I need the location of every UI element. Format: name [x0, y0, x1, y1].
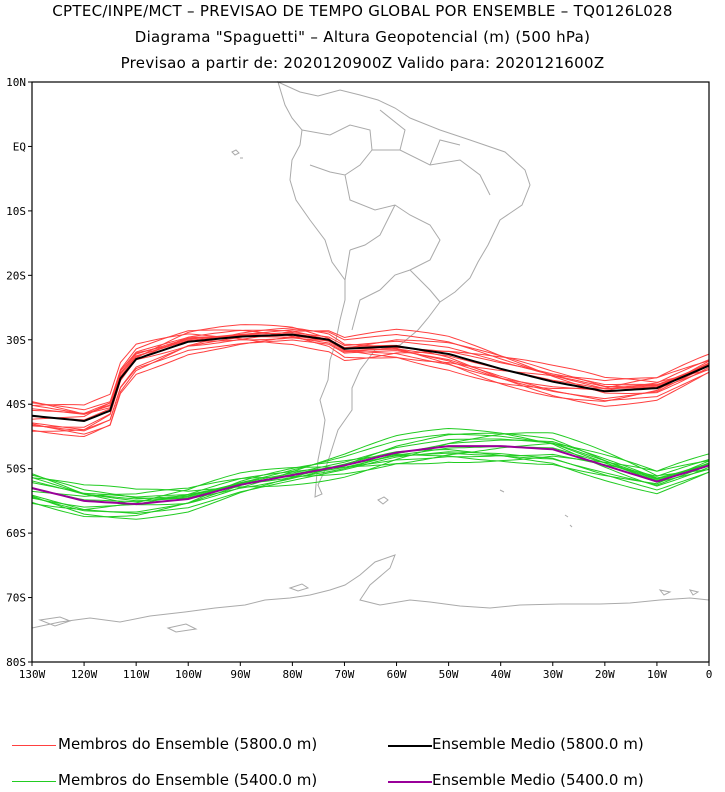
lat-label: 30S	[6, 334, 26, 347]
lon-label: 120W	[71, 668, 98, 681]
ensemble-member-line	[31, 327, 710, 438]
ensemble-member-line	[31, 333, 710, 432]
legend-label-mean-5800: Ensemble Medio (5800.0 m)	[432, 735, 644, 753]
latitude-axis: 10N EQ 10S 20S 30S 40S 50S 60S 70S 80S	[6, 76, 32, 669]
lat-label: 80S	[6, 656, 26, 669]
title-line-1: CPTEC/INPE/MCT – PREVISAO DE TEMPO GLOBA…	[52, 2, 673, 20]
ensemble-member-line	[31, 329, 710, 428]
title-line-3: Previsao a partir de: 2020120900Z Valido…	[120, 54, 605, 72]
lon-label: 50W	[439, 668, 459, 681]
lat-label: 10S	[6, 205, 26, 218]
lon-label: 90W	[230, 668, 250, 681]
legend-label-members-5800: Membros do Ensemble (5800.0 m)	[58, 735, 318, 753]
ensemble-member-line	[31, 452, 710, 513]
ensemble-member-line	[31, 432, 710, 500]
lon-label: 0	[706, 668, 713, 681]
ensemble-member-line	[31, 337, 710, 411]
lon-label: 60W	[387, 668, 407, 681]
ensemble-member-line	[31, 432, 710, 492]
antarctic-islands	[38, 489, 700, 633]
falklands	[377, 496, 389, 505]
ensemble-mean-line	[31, 445, 710, 506]
south-america-coast	[277, 81, 531, 498]
longitude-axis: 130W 120W 110W 100W 90W 80W 70W 60W 50W 40W 30W 20W…	[19, 662, 713, 681]
antarctica-coast	[31, 554, 710, 629]
title-line-2: Diagrama "Spaguetti" – Altura Geopotenci…	[134, 28, 591, 46]
lat-label: 60S	[6, 527, 26, 540]
legend-swatch-mean-5800	[388, 745, 432, 747]
coastline-layer	[31, 81, 710, 633]
ensemble-member-line	[31, 335, 710, 414]
lon-label: 70W	[335, 668, 355, 681]
galapagos	[231, 149, 243, 159]
legend-label-mean-5400: Ensemble Medio (5400.0 m)	[432, 771, 644, 789]
lat-label: 40S	[6, 398, 26, 411]
lat-label: 20S	[6, 269, 26, 282]
lon-label: 80W	[282, 668, 302, 681]
map-frame	[31, 81, 710, 663]
lat-label: 70S	[6, 592, 26, 605]
lon-label: 20W	[595, 668, 615, 681]
lon-label: 130W	[19, 668, 46, 681]
lon-label: 100W	[175, 668, 202, 681]
lon-label: 110W	[123, 668, 150, 681]
lat-label: 50S	[6, 463, 26, 476]
spaghetti-map: 10N EQ 10S 20S 30S 40S 50S 60S 70S 80S 130W 120W 11…	[6, 76, 713, 681]
ensemble-member-line	[31, 333, 710, 407]
lat-label: EQ	[13, 140, 26, 153]
legend-label-members-5400: Membros do Ensemble (5400.0 m)	[58, 771, 318, 789]
lon-label: 40W	[491, 668, 511, 681]
legend-swatch-members-5800	[12, 745, 56, 746]
ensemble-member-line	[31, 453, 710, 518]
lon-label: 30W	[543, 668, 563, 681]
isolines-layer	[31, 324, 710, 520]
country-borders	[301, 109, 491, 331]
ensemble-member-line	[31, 439, 710, 498]
legend-swatch-mean-5400	[388, 781, 432, 783]
legend-swatch-members-5400	[12, 781, 56, 782]
lat-label: 10N	[6, 76, 26, 89]
lon-label: 10W	[647, 668, 667, 681]
ensemble-mean-line	[31, 333, 710, 423]
